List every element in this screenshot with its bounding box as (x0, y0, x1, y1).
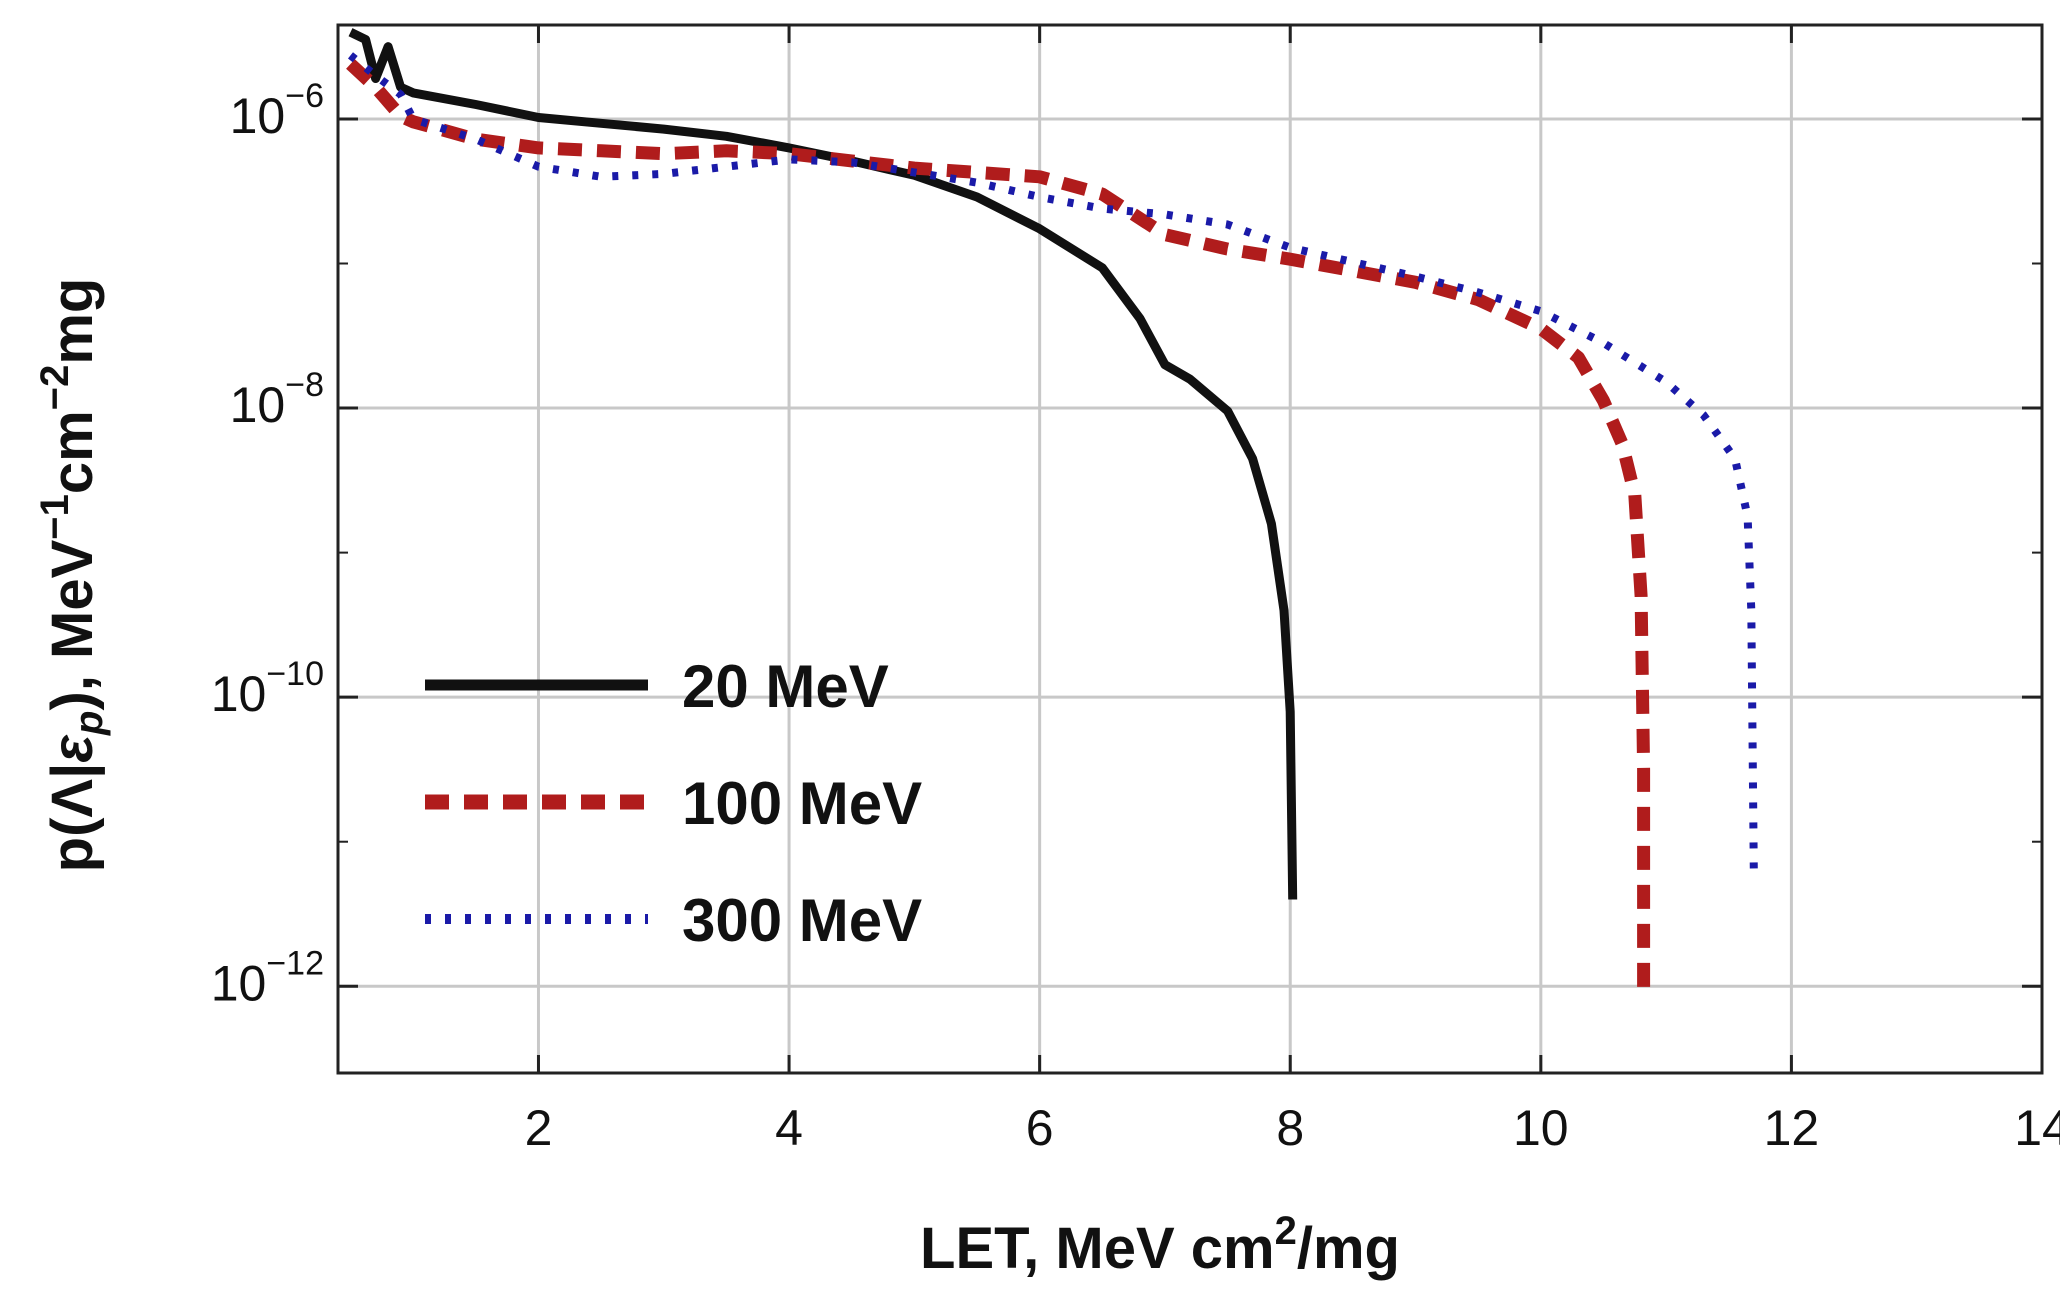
x-tick-label: 2 (525, 1100, 553, 1156)
axis-ticks: 2 4 6 8 10 12 14 10−6 10−8 10−10 10−12 (211, 25, 2060, 1156)
legend: 20 MeV 100 MeV 300 MeV (425, 653, 922, 954)
plot-frame (336, 23, 2044, 1075)
y-tick-label: 10−10 (211, 655, 324, 722)
legend-label-1: 20 MeV (682, 653, 889, 720)
x-tick-label: 8 (1276, 1100, 1304, 1156)
x-tick-label: 6 (1026, 1100, 1054, 1156)
y-tick-label: 10−12 (211, 944, 324, 1011)
x-tick-label: 4 (775, 1100, 803, 1156)
series-line-3 (347, 52, 1758, 871)
x-tick-label: 10 (1513, 1100, 1569, 1156)
x-tick-label: 14 (2014, 1100, 2060, 1156)
legend-label-2: 100 MeV (682, 770, 922, 837)
y-tick-label: 10−6 (230, 77, 324, 144)
grid (338, 25, 2044, 1073)
series-line-2 (346, 59, 1651, 998)
legend-label-3: 300 MeV (682, 887, 922, 954)
x-tick-label: 12 (1764, 1100, 1820, 1156)
y-axis-label: p(Λ|εp), MeV−1cm−2mg (33, 278, 111, 873)
plot-series (346, 28, 1758, 998)
x-axis-label: LET, MeV cm2/mg (920, 1209, 1400, 1281)
y-tick-label: 10−8 (230, 366, 324, 433)
